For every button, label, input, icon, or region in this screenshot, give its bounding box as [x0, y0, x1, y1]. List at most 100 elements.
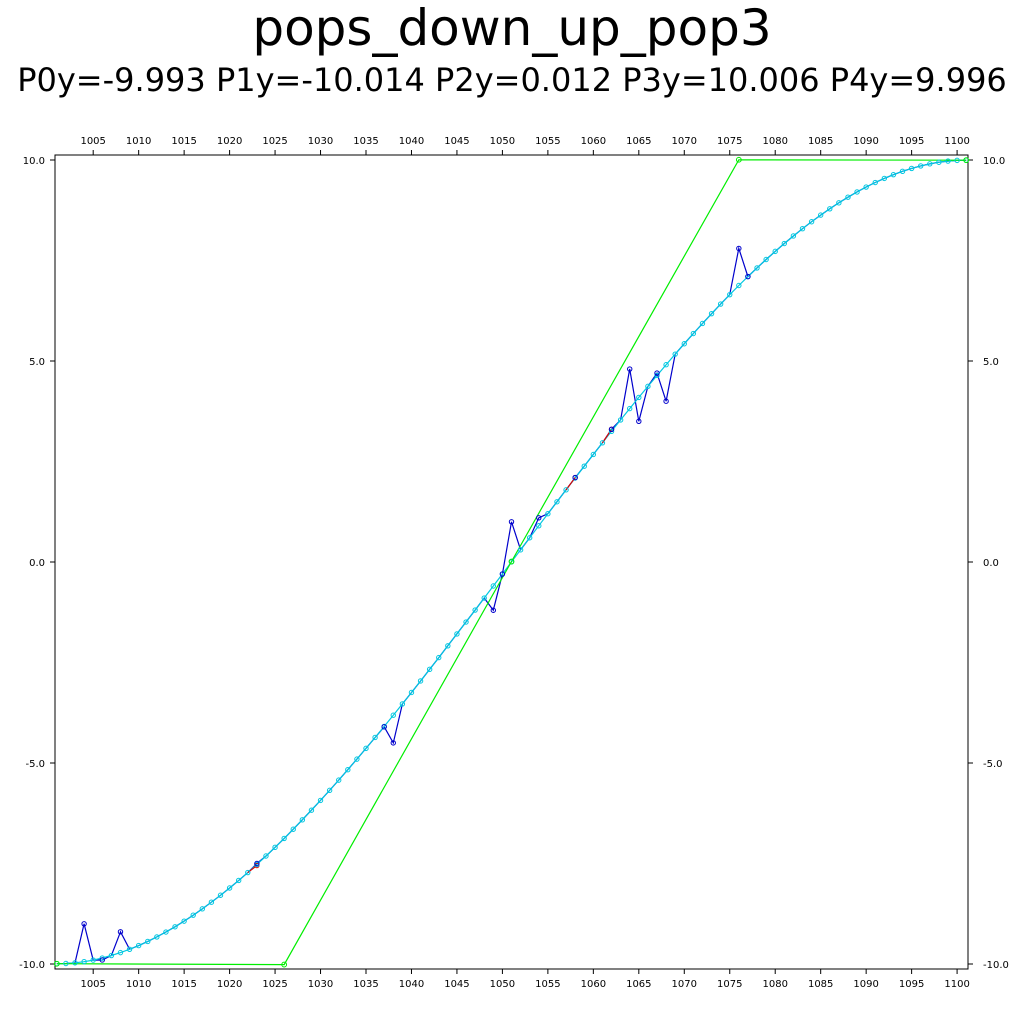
x-tick-label-bottom: 1065 [626, 979, 651, 990]
control-point [508, 558, 515, 565]
smooth-point [181, 918, 187, 924]
noisy-point [490, 607, 497, 613]
smooth-point [927, 161, 933, 167]
x-tick-label-top: 1015 [171, 136, 196, 147]
x-tick-label-bottom: 1100 [944, 979, 969, 990]
x-tick-label-bottom: 1045 [444, 979, 469, 990]
smooth-point [445, 643, 451, 649]
smooth-point [890, 171, 897, 178]
x-tick-label-top: 1070 [672, 136, 697, 147]
smooth-point [836, 200, 842, 206]
noisy-point [117, 929, 124, 935]
smooth-point [636, 394, 642, 401]
series-layer [53, 156, 970, 968]
smooth-point [845, 194, 851, 200]
smooth-point [354, 756, 360, 762]
smooth-point [899, 168, 906, 175]
x-tick-label-top: 1030 [308, 136, 333, 147]
chart-title: pops_down_up_pop3 [252, 0, 772, 57]
smooth-point [263, 853, 269, 859]
smooth-point [581, 463, 587, 469]
noisy-point [390, 740, 396, 746]
smooth-point [336, 777, 342, 783]
smooth-point [135, 942, 142, 949]
smooth-point [90, 957, 96, 963]
smooth-point [163, 929, 169, 935]
smooth-point [881, 175, 888, 182]
y-tick-label-left: 10.0 [23, 156, 45, 167]
x-tick-label-bottom: 1040 [399, 979, 424, 990]
smooth-point [454, 631, 460, 637]
control-point [281, 961, 288, 968]
smooth-point [863, 184, 869, 190]
noisy-point [608, 426, 615, 433]
smooth-point [654, 372, 660, 379]
smooth-point [699, 320, 706, 327]
x-tick-label-top: 1020 [217, 136, 242, 147]
smooth-point [372, 734, 378, 741]
smooth-point [681, 341, 687, 347]
noisy-point [508, 519, 515, 525]
smooth-point [463, 619, 469, 625]
control-point [963, 157, 970, 164]
control-point [53, 960, 60, 967]
axes-layer: 1005 1005 1010 1010 1015 1015 1020 1020 1025 1025… [19, 136, 1009, 990]
noisy-point [663, 398, 669, 404]
smooth-point [326, 787, 333, 794]
smooth-point [872, 179, 878, 186]
smooth-point [199, 906, 206, 912]
smooth-point [299, 817, 306, 823]
noisy-point [627, 366, 633, 372]
y-tick-label-left: 5.0 [29, 357, 45, 368]
x-tick-label-top: 1010 [126, 136, 151, 147]
smooth-point [399, 701, 406, 707]
smooth-point [408, 689, 415, 696]
smooth-point [608, 428, 615, 435]
x-tick-label-top: 1040 [399, 136, 424, 147]
smooth-point [708, 310, 715, 317]
x-tick-label-bottom: 1030 [308, 979, 333, 990]
smooth-point [490, 583, 497, 589]
smooth-point [281, 835, 287, 842]
smooth-point [563, 487, 569, 493]
smooth-point [736, 282, 742, 289]
smooth-point [827, 206, 833, 212]
x-tick-label-top: 1005 [80, 136, 105, 147]
y-tick-label-left: -5.0 [25, 759, 45, 770]
smooth-point [663, 362, 669, 368]
y-tick-label-left: 0.0 [29, 558, 45, 569]
smooth-point [717, 301, 724, 307]
noisy-point [499, 571, 506, 577]
smooth-point [808, 219, 815, 225]
smooth-point [690, 330, 697, 337]
smooth-point [599, 440, 606, 446]
smooth-point [317, 797, 324, 804]
smooth-point [417, 678, 424, 684]
smooth-point [781, 240, 788, 247]
x-tick-label-bottom: 1010 [126, 979, 151, 990]
smooth-point [799, 225, 806, 232]
smooth-point [854, 189, 860, 195]
noisy-point [745, 273, 751, 280]
smooth-point [727, 291, 733, 298]
smooth-point [245, 869, 251, 876]
noisy-point [654, 370, 660, 376]
highlight-segment [601, 429, 613, 444]
smooth-point [918, 163, 924, 169]
smooth-point [536, 523, 542, 529]
smooth-point [545, 511, 551, 517]
noisy-point [736, 245, 742, 252]
x-tick-label-top: 1085 [808, 136, 833, 147]
control-point [735, 156, 742, 163]
x-tick-label-top: 1065 [626, 136, 651, 147]
smooth-point [436, 654, 442, 661]
y-tick-label-right: 0.0 [983, 558, 999, 569]
x-tick-label-bottom: 1085 [808, 979, 833, 990]
x-tick-label-top: 1055 [535, 136, 560, 147]
smooth-point [81, 958, 87, 965]
noisy-point [572, 474, 578, 481]
control-polygon-line [56, 159, 967, 966]
x-tick-label-bottom: 1015 [171, 979, 196, 990]
smooth-point [936, 159, 942, 165]
y-tick-label-right: -5.0 [983, 759, 1003, 770]
